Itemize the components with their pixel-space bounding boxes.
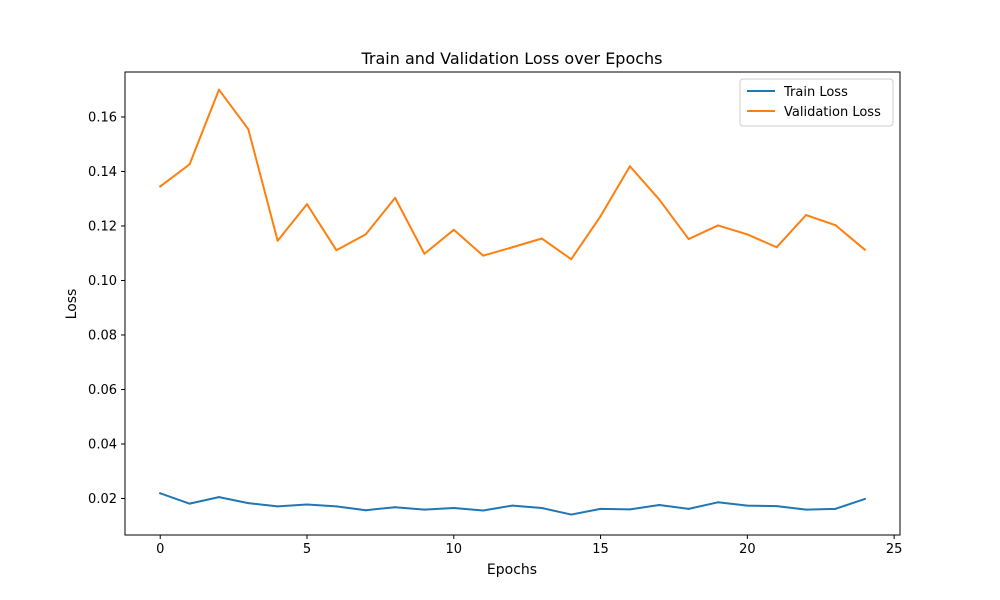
plot-frame: [124, 71, 901, 536]
data-point-validation-loss: [306, 203, 309, 206]
data-point-train-loss: [423, 508, 426, 511]
data-point-validation-loss: [247, 128, 250, 131]
data-point-train-loss: [335, 505, 338, 508]
data-point-train-loss: [217, 496, 220, 499]
x-tick-label: 15: [592, 542, 609, 557]
y-tick-label: 0.02: [88, 492, 117, 507]
axes-layer: 0 5 10 15 20 25 0.02 0.04 0.06 0.08 0.10 0.12 0.14 0.…: [88, 110, 902, 557]
x-axis-label: Epochs: [487, 562, 537, 578]
data-point-validation-loss: [775, 246, 778, 249]
data-point-validation-loss: [599, 215, 602, 218]
x-tick-label: 20: [739, 542, 756, 557]
legend-label-validation-loss: Validation Loss: [784, 105, 881, 120]
data-point-train-loss: [188, 502, 191, 505]
data-point-validation-loss: [687, 238, 690, 241]
data-point-validation-loss: [746, 233, 749, 236]
y-tick-label: 0.12: [88, 219, 117, 234]
data-point-train-loss: [658, 504, 661, 507]
y-tick-label: 0.08: [88, 328, 117, 343]
data-point-validation-loss: [452, 228, 455, 231]
data-point-train-loss: [482, 509, 485, 512]
data-point-validation-loss: [628, 165, 631, 168]
data-point-train-loss: [775, 505, 778, 508]
x-tick-label: 10: [446, 542, 463, 557]
legend-label-train-loss: Train Loss: [783, 85, 848, 100]
data-point-validation-loss: [716, 224, 719, 227]
y-tick-label: 0.14: [88, 165, 117, 180]
data-point-train-loss: [540, 507, 543, 510]
x-tick-label: 5: [303, 542, 311, 557]
x-tick-label: 25: [886, 542, 903, 557]
data-point-train-loss: [746, 504, 749, 507]
data-point-train-loss: [306, 503, 309, 506]
data-point-validation-loss: [423, 252, 426, 255]
data-point-validation-loss: [805, 214, 808, 217]
data-point-train-loss: [687, 507, 690, 510]
y-tick-label: 0.04: [88, 437, 117, 452]
data-point-validation-loss: [658, 198, 661, 201]
data-point-train-loss: [276, 505, 279, 508]
data-point-validation-loss: [188, 163, 191, 166]
data-point-train-loss: [805, 508, 808, 511]
data-point-validation-loss: [335, 249, 338, 252]
data-point-train-loss: [599, 507, 602, 510]
data-point-validation-loss: [217, 88, 220, 91]
data-point-validation-loss: [276, 239, 279, 242]
series-layer: [158, 88, 867, 516]
data-point-train-loss: [716, 501, 719, 504]
data-point-train-loss: [247, 502, 250, 505]
data-point-train-loss: [511, 504, 514, 507]
y-tick-label: 0.16: [88, 110, 117, 125]
data-point-validation-loss: [570, 258, 573, 261]
y-tick-label: 0.10: [88, 274, 117, 289]
data-point-train-loss: [834, 507, 837, 510]
data-point-validation-loss: [511, 246, 514, 249]
chart-title: Train and Validation Loss over Epochs: [360, 49, 662, 68]
legend: Train Loss Validation Loss: [739, 78, 894, 127]
data-point-validation-loss: [364, 233, 367, 236]
data-point-validation-loss: [863, 248, 866, 251]
y-tick-label: 0.06: [88, 383, 117, 398]
y-axis-label: Loss: [64, 289, 80, 320]
data-point-validation-loss: [394, 196, 397, 199]
data-point-train-loss: [570, 513, 573, 516]
data-point-train-loss: [159, 492, 162, 495]
data-point-validation-loss: [159, 185, 162, 188]
data-point-validation-loss: [834, 224, 837, 227]
data-point-train-loss: [452, 507, 455, 510]
data-point-train-loss: [394, 506, 397, 509]
data-point-train-loss: [364, 509, 367, 512]
data-point-validation-loss: [540, 237, 543, 240]
x-tick-label: 0: [156, 542, 164, 557]
data-point-train-loss: [628, 508, 631, 511]
data-point-train-loss: [863, 498, 866, 501]
data-point-validation-loss: [482, 254, 485, 257]
legend-box: [739, 78, 894, 127]
